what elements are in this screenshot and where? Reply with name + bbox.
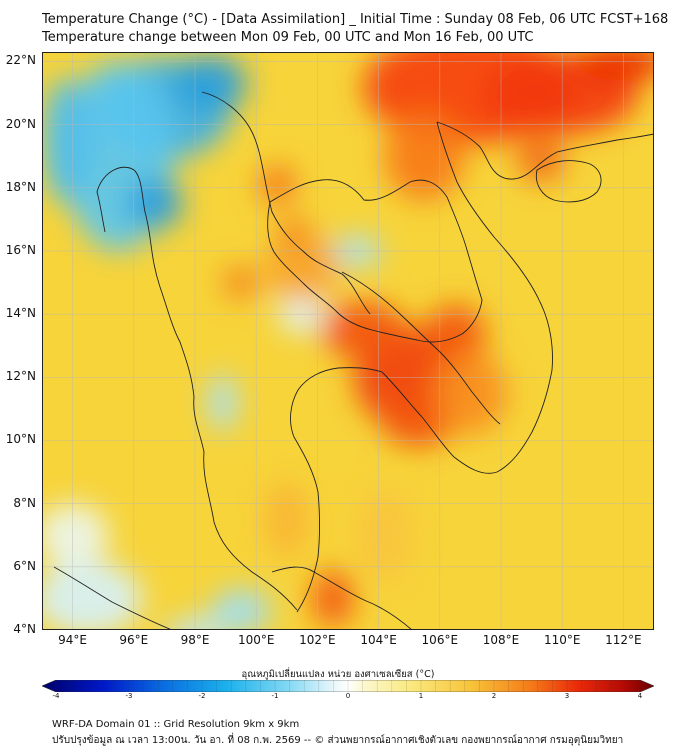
lon-tick-label: 98°E: [180, 633, 210, 647]
coast-malaysia: [271, 566, 413, 630]
lat-tick-label: 8°N: [13, 495, 36, 510]
temperature-anomaly-blob: [259, 165, 296, 204]
coastlines: [53, 91, 654, 630]
footer-credit: ปรับปรุงข้อมูล ณ เวลา 13:00น. วัน อา. ที…: [52, 735, 624, 746]
colorbar-tick-label: 4: [637, 692, 643, 700]
lat-tick-label: 14°N: [5, 306, 36, 321]
lat-tick-label: 22°N: [5, 53, 36, 68]
lat-tick-label: 4°N: [13, 622, 36, 636]
lat-tick-label: 10°N: [5, 432, 36, 447]
colorbar-tick-label: 2: [491, 692, 497, 700]
map-border: [42, 52, 654, 630]
lon-tick-label: 106°E: [421, 633, 459, 647]
coast-china: [436, 121, 654, 180]
colorbar-tick-label: 0: [345, 692, 351, 700]
colorbar-tick-label: 3: [564, 692, 570, 700]
map-title: Temperature Change (°C) - [Data Assimila…: [42, 12, 669, 27]
colorbar-tick-label: -3: [125, 692, 133, 700]
map-subtitle: Temperature change between Mon 09 Feb, 0…: [42, 30, 534, 45]
temperature-anomaly-blob: [577, 52, 654, 81]
temperature-anomaly-blob: [127, 178, 183, 229]
coast-gulf-thailand: [290, 367, 383, 613]
lat-tick-label: 6°N: [13, 558, 36, 573]
temperature-anomaly-blob: [265, 481, 309, 558]
temperature-map: [42, 52, 654, 630]
temperature-anomaly-blob: [42, 560, 143, 630]
lon-tick-label: 112°E: [605, 633, 642, 647]
colorbar-tick-label: -1: [271, 692, 279, 700]
colorbar-gradient: [42, 680, 654, 692]
coast-sumatra: [53, 566, 173, 630]
temperature-anomaly-blob: [207, 374, 238, 432]
temperature-anomaly-blob: [222, 266, 260, 299]
lat-tick-label: 18°N: [5, 179, 36, 194]
temperature-anomaly-blob: [311, 569, 355, 627]
colorbar-tick-label: -2: [198, 692, 206, 700]
lat-tick-label: 16°N: [5, 242, 36, 257]
lon-tick-label: 108°E: [482, 633, 520, 647]
border-myanmar-thailand: [201, 91, 371, 315]
map-panel: [42, 52, 654, 630]
colorbar: [42, 680, 654, 692]
lon-tick-label: 100°E: [237, 633, 275, 647]
temperature-anomaly-blob: [42, 77, 91, 204]
lon-tick-label: 102°E: [299, 633, 336, 647]
temperature-anomaly-blob: [357, 487, 413, 583]
border-cambodia: [341, 271, 501, 425]
lon-tick-label: 96°E: [119, 633, 149, 647]
coast-andaman: [96, 166, 298, 611]
colorbar-tick-label: 1: [418, 692, 424, 700]
coast-vietnam: [381, 121, 553, 474]
temperature-anomaly-blob: [433, 352, 508, 435]
lon-tick-label: 110°E: [543, 633, 581, 647]
lat-tick-label: 12°N: [5, 369, 36, 384]
coast-hainan: [535, 160, 602, 203]
lat-tick-label: 20°N: [5, 116, 36, 131]
temperature-anomaly-blob: [320, 301, 407, 359]
colorbar-title: อุณหภูมิเปลี่ยนแปลง หน่วย องศาเซลเซียส (…: [241, 669, 435, 680]
lon-tick-label: 104°E: [360, 633, 397, 647]
border-thailand-laos-cambodia: [267, 179, 483, 343]
temperature-anomaly-blob: [42, 503, 110, 567]
footer-model-info: WRF-DA Domain 01 :: Grid Resolution 9km …: [52, 719, 300, 730]
colorbar-tick-label: -4: [52, 692, 60, 700]
temperature-anomaly-blob: [173, 55, 248, 113]
temperature-anomaly-blob: [516, 137, 566, 182]
lon-tick-label: 94°E: [58, 633, 88, 647]
temperature-anomaly-blob: [265, 232, 339, 302]
temperature-anomaly-blob: [384, 112, 465, 201]
temperature-anomaly-blob: [277, 216, 309, 248]
